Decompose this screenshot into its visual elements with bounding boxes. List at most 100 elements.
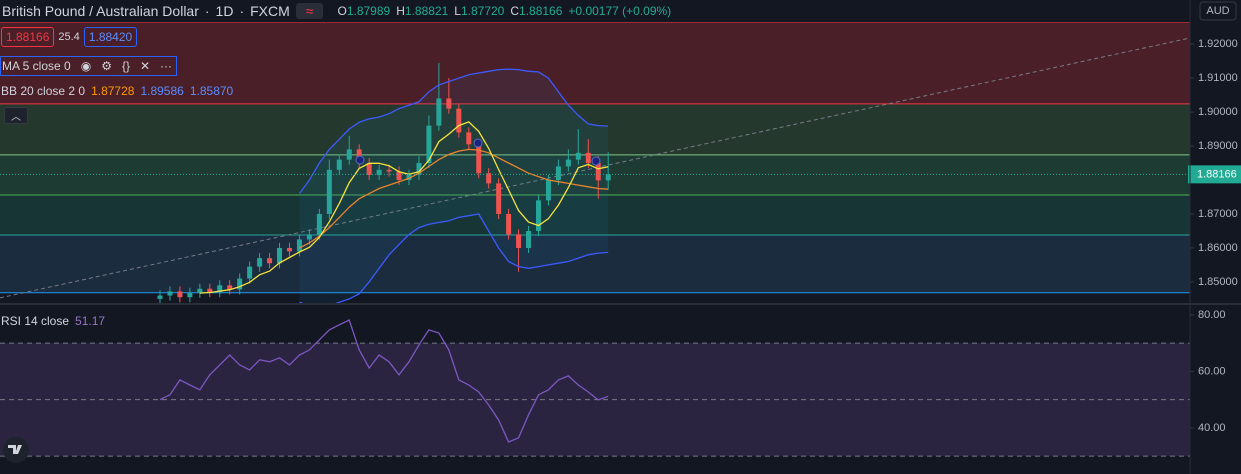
candle-body bbox=[535, 200, 541, 231]
more-icon[interactable]: ··· bbox=[160, 59, 173, 73]
candle-body bbox=[516, 234, 522, 248]
candle-body bbox=[157, 295, 163, 299]
event-marker[interactable] bbox=[355, 155, 365, 165]
currency[interactable]: AUD bbox=[1206, 5, 1229, 17]
ohlc-value: 1.87720 bbox=[460, 4, 505, 18]
candle-body bbox=[526, 230, 532, 248]
candle-body bbox=[167, 291, 173, 296]
rsi-legend: RSI 14 close 51.17 bbox=[1, 314, 105, 328]
y-tick-label: 1.91000 bbox=[1198, 72, 1238, 84]
bb-label: BB 20 close 2 0 bbox=[1, 84, 86, 98]
candle-body bbox=[217, 285, 223, 293]
bb-basis-value: 1.87728 bbox=[91, 84, 135, 98]
bb-upper bbox=[298, 68, 609, 194]
header: British Pound / Australian Dollar · 1D · F… bbox=[2, 3, 671, 19]
bb-basis bbox=[299, 148, 609, 249]
eye-icon[interactable]: ◉ bbox=[80, 59, 92, 73]
rsi-label: RSI 14 close bbox=[1, 314, 70, 328]
ohlc-value: 1.87989 bbox=[346, 4, 391, 18]
ma-label: MA 5 close 0 bbox=[2, 59, 71, 73]
ohlc-letter: C bbox=[510, 4, 520, 18]
y-tick-label: 1.90000 bbox=[1198, 106, 1238, 118]
level-zone bbox=[0, 103, 1190, 155]
candle-body bbox=[476, 144, 482, 174]
level-zone bbox=[0, 194, 1190, 236]
logo-mark bbox=[8, 445, 22, 454]
trade-buttons: 1.88166 25.4 1.88420 bbox=[1, 27, 138, 47]
candle-body bbox=[545, 179, 551, 201]
sell-button[interactable]: 1.88166 bbox=[1, 27, 55, 47]
settings-icon[interactable]: ⚙ bbox=[101, 59, 112, 73]
candle-body bbox=[486, 173, 492, 184]
y-tick-label: 1.92000 bbox=[1198, 38, 1238, 50]
compare-button[interactable]: ≈ bbox=[295, 3, 324, 19]
source: FXCM bbox=[250, 3, 290, 19]
candle-body bbox=[286, 247, 292, 252]
candle-body bbox=[326, 169, 332, 214]
ohlc: O1.87989 H1.88821 L1.87720 C1.88166 +0.0… bbox=[337, 4, 671, 18]
y-tick-label: 1.85000 bbox=[1198, 276, 1238, 288]
candle-body bbox=[257, 258, 263, 267]
price-axis: 1.920001.910001.900001.890001.880001.870… bbox=[1188, 38, 1241, 434]
rsi-line bbox=[159, 319, 609, 443]
candle-body bbox=[197, 288, 203, 293]
last-price-label: 1.88166 bbox=[1197, 168, 1237, 180]
last-price-tag bbox=[1188, 165, 1241, 184]
candle-body bbox=[336, 159, 342, 170]
candle-body bbox=[446, 98, 452, 109]
bb-upper-value: 1.89586 bbox=[140, 84, 184, 98]
y-tick-label: 60.00 bbox=[1198, 365, 1226, 377]
candle-body bbox=[456, 108, 462, 133]
currency-box[interactable] bbox=[1199, 1, 1237, 21]
y-tick-label: 1.86000 bbox=[1198, 242, 1238, 254]
candle-body bbox=[227, 285, 233, 290]
ohlc-letter: O bbox=[337, 4, 347, 18]
event-marker[interactable] bbox=[473, 138, 483, 148]
y-tick-label: 1.87000 bbox=[1198, 208, 1238, 220]
buy-button[interactable]: 1.88420 bbox=[83, 27, 138, 47]
candle-body bbox=[605, 174, 611, 181]
ma-line bbox=[199, 121, 609, 294]
candle-body bbox=[187, 292, 193, 298]
candle-body bbox=[247, 266, 253, 279]
candle-body bbox=[277, 247, 283, 264]
interval[interactable]: 1D bbox=[215, 3, 234, 19]
rsi-pane bbox=[0, 319, 1190, 457]
candle-body bbox=[267, 258, 273, 264]
price-pane bbox=[0, 22, 1190, 303]
level-zone bbox=[0, 235, 1190, 293]
candle-body bbox=[306, 234, 312, 240]
ohlc-letter: H bbox=[396, 4, 405, 18]
candle-body bbox=[595, 163, 601, 181]
y-tick-label: 40.00 bbox=[1198, 422, 1226, 434]
y-tick-label: 1.89000 bbox=[1198, 140, 1238, 152]
candle-body bbox=[416, 163, 422, 175]
change: +0.00177 (+0.09%) bbox=[568, 4, 672, 18]
rsi-value: 51.17 bbox=[75, 314, 106, 328]
symbol-title: British Pound / Australian Dollar bbox=[2, 3, 199, 19]
candle-body bbox=[386, 169, 392, 172]
dot: · bbox=[239, 3, 245, 19]
candle-body bbox=[506, 213, 512, 235]
candle-body bbox=[177, 291, 183, 298]
candle-body bbox=[426, 125, 432, 164]
candle-body bbox=[585, 152, 591, 164]
candle-body bbox=[316, 213, 322, 235]
bb-lower-value: 1.85870 bbox=[189, 84, 234, 98]
candle-body bbox=[376, 169, 382, 175]
collapse-button[interactable]: ︿ bbox=[4, 107, 28, 124]
candle-body bbox=[466, 132, 472, 145]
bb-legend: BB 20 close 2 0 1.87728 1.89586 1.85870 bbox=[1, 84, 233, 98]
candle-body bbox=[346, 149, 352, 160]
ohlc-value: 1.88821 bbox=[404, 4, 449, 18]
source-icon[interactable]: {} bbox=[121, 59, 130, 73]
remove-icon[interactable]: ✕ bbox=[139, 59, 151, 73]
dot: · bbox=[204, 3, 210, 19]
ma-legend[interactable]: MA 5 close 0 ◉ ⚙ {} ✕ ··· bbox=[0, 56, 178, 76]
candle-body bbox=[575, 152, 581, 160]
candle-body bbox=[296, 239, 302, 252]
candle-body bbox=[237, 278, 243, 290]
event-marker[interactable] bbox=[591, 156, 601, 166]
